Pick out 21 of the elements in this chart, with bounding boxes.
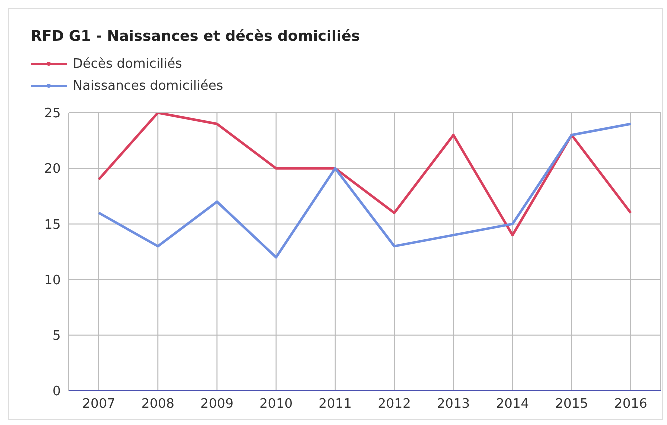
- x-tick-label: 2012: [378, 397, 412, 412]
- legend-label: Décès domiciliés: [73, 56, 182, 72]
- x-tick-label: 2011: [318, 397, 352, 412]
- y-tick-label: 10: [44, 273, 61, 288]
- y-tick-label: 15: [44, 218, 61, 233]
- y-tick-label: 25: [44, 106, 61, 122]
- x-tick-label: 2014: [496, 397, 530, 412]
- x-tick-label: 2016: [614, 397, 648, 412]
- y-tick-label: 20: [44, 162, 61, 178]
- line-series: [98, 122, 632, 259]
- line-series: [98, 113, 632, 237]
- y-tick-label: 5: [52, 329, 61, 344]
- x-tick-label: 2010: [260, 397, 293, 412]
- legend-label: Naissances domiciliées: [73, 78, 224, 94]
- x-tick-label: 2008: [142, 397, 175, 412]
- y-tick-label: 0: [52, 384, 61, 400]
- x-tick-label: 2009: [200, 397, 234, 412]
- x-tick-label: 2007: [82, 397, 116, 412]
- chart-title: RFD G1 - Naissances et décès domiciliés: [31, 29, 360, 45]
- x-tick-label: 2015: [555, 397, 588, 412]
- x-tick-label: 2013: [437, 397, 470, 412]
